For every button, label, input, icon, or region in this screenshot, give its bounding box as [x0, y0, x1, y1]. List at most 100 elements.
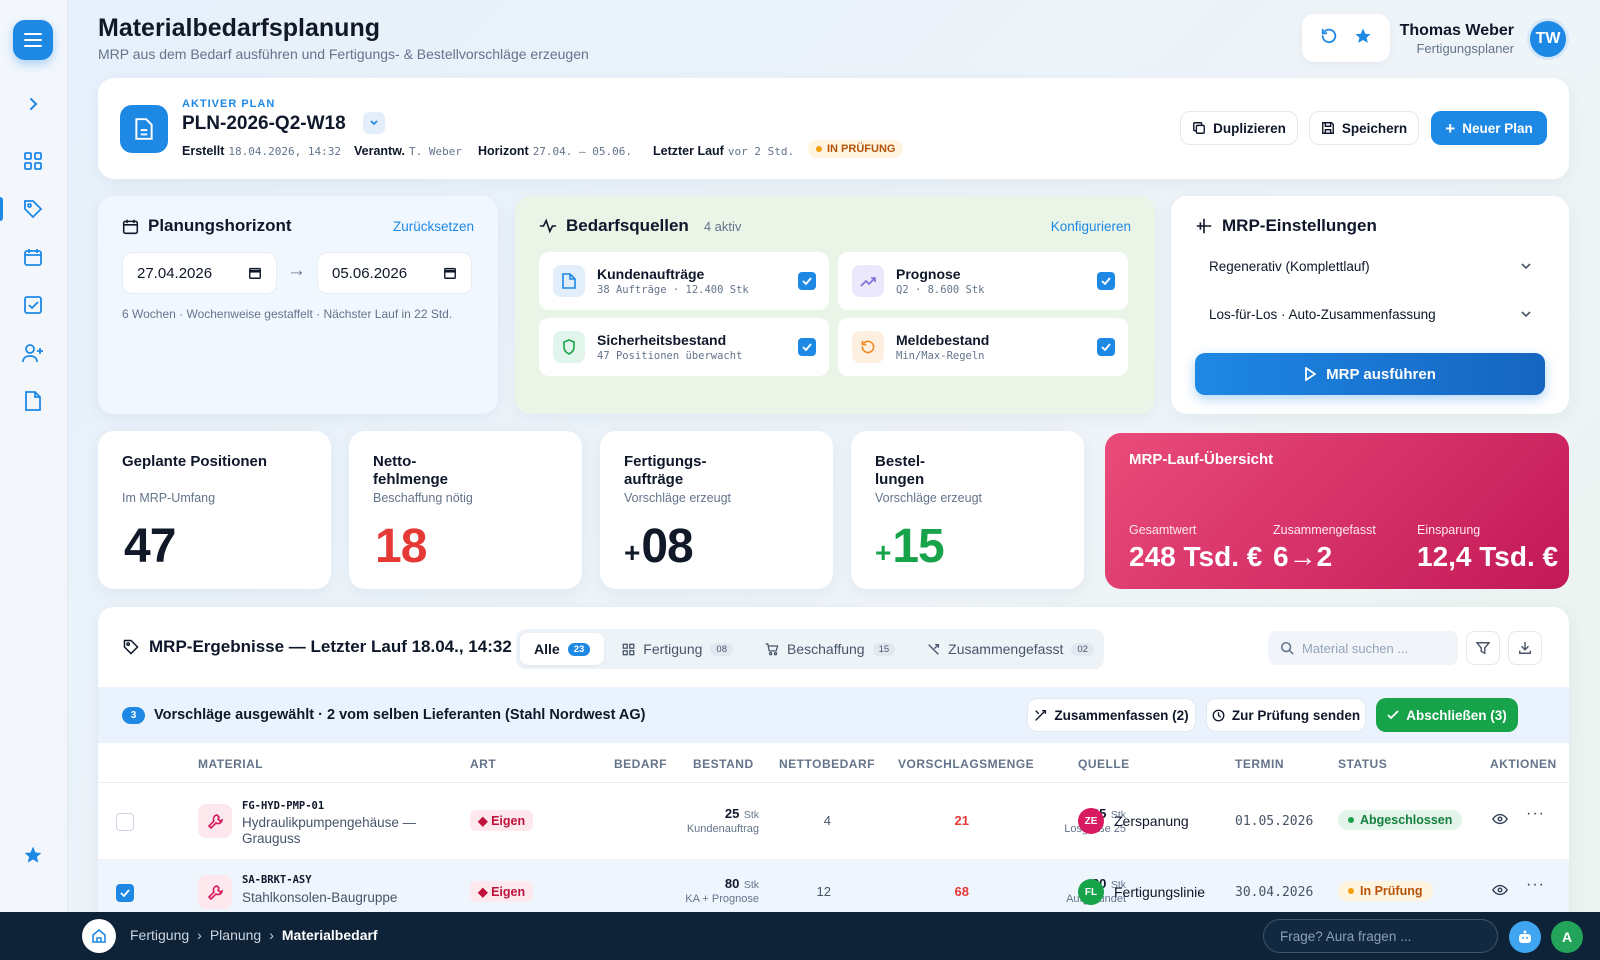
eye-icon[interactable]: [1492, 812, 1508, 830]
new-plan-button[interactable]: + Neuer Plan: [1431, 111, 1547, 145]
tag-icon[interactable]: [21, 197, 45, 221]
stock-cell: 12: [816, 884, 831, 899]
table-row[interactable]: SA-BRKT-ASY Stahlkonsolen-Baugruppe ◆ Ei…: [98, 860, 1569, 927]
breadcrumb-current: Materialbedarf: [281, 927, 378, 943]
reset-link[interactable]: Zurücksetzen: [392, 219, 474, 234]
plan-horizon: Horizont 27.04. – 05.06.: [478, 144, 633, 158]
plan-document-icon: [120, 105, 168, 153]
material-code: SA-BRKT-ASY: [242, 874, 312, 886]
more-icon[interactable]: ···: [1526, 805, 1545, 822]
clock-icon: [1212, 709, 1225, 721]
material-name: Stahlkonsolen-Baugruppe: [242, 890, 398, 905]
file-icon: [553, 265, 585, 297]
table-row[interactable]: FG-HYD-PMP-01 Hydraulikpumpengehäuse — G…: [98, 783, 1569, 860]
planning-horizon-card: Planungshorizont Zurücksetzen 27.04.2026…: [98, 196, 498, 414]
send-review-button[interactable]: Zur Prüfung senden: [1206, 698, 1366, 732]
run-mrp-button[interactable]: MRP ausführen: [1195, 353, 1545, 395]
row-checkbox-checked[interactable]: [116, 884, 134, 902]
overview-merged: 6→2: [1273, 541, 1333, 572]
selection-count: 3: [122, 707, 145, 724]
tag-icon: [123, 639, 139, 655]
configure-link[interactable]: Konfigurieren: [1050, 219, 1131, 234]
active-plan-card: AKTIVER PLAN PLN-2026-Q2-W18 Erstellt 18.…: [98, 78, 1569, 179]
checklist-icon[interactable]: [21, 293, 45, 317]
download-button[interactable]: [1508, 631, 1542, 665]
plan-owner: Verantw. T. Weber: [354, 144, 462, 158]
filter-button[interactable]: [1466, 631, 1500, 665]
plan-last-run: Letzter Lauf vor 2 Std.: [653, 144, 795, 158]
expand-chevron-icon[interactable]: [21, 92, 45, 116]
activity-icon: [539, 218, 557, 234]
type-badge: ◆ Eigen: [470, 881, 534, 902]
plan-id: PLN-2026-Q2-W18: [182, 113, 346, 134]
favorites-star-icon[interactable]: [21, 843, 45, 867]
checkbox-checked[interactable]: [798, 338, 816, 356]
menu-button[interactable]: [13, 20, 53, 60]
breadcrumb-item[interactable]: Fertigung: [130, 927, 190, 943]
tab-all[interactable]: Alle 23: [520, 633, 605, 665]
play-icon: [1305, 367, 1317, 381]
merge-button[interactable]: Zusammenfassen (2): [1027, 698, 1196, 732]
home-icon: [92, 928, 106, 943]
plan-status-badge: IN PRÜFUNG: [808, 140, 904, 158]
tab-merged[interactable]: Zusammengefasst 02: [913, 633, 1108, 665]
home-button[interactable]: [82, 919, 116, 953]
breadcrumb-item[interactable]: Planung: [209, 927, 262, 943]
kpi-purchase-orders: Bestel-lungen Vorschläge erzeugt +15: [851, 431, 1084, 589]
trend-icon: [852, 265, 884, 297]
sidebar: [0, 0, 68, 912]
account-avatar[interactable]: A: [1551, 921, 1583, 953]
mrp-mode-select[interactable]: Regenerativ (Komplettlauf): [1195, 248, 1545, 284]
kpi-value: 47: [124, 520, 176, 573]
selection-text: Vorschläge ausgewählt · 2 vom selben Lie…: [154, 707, 646, 723]
filter-icon: [1476, 642, 1490, 655]
net-demand-cell: 21: [954, 813, 969, 828]
more-icon[interactable]: ···: [1526, 876, 1545, 893]
duplicate-button[interactable]: Duplizieren: [1180, 111, 1298, 145]
user-avatar[interactable]: TW: [1527, 18, 1569, 60]
save-button[interactable]: Speichern: [1309, 111, 1419, 145]
date-from-input[interactable]: 27.04.2026: [122, 252, 277, 294]
add-user-icon[interactable]: [21, 341, 45, 365]
material-code: FG-HYD-PMP-01: [242, 800, 325, 812]
material-search-input[interactable]: Material suchen ...: [1268, 631, 1458, 665]
checkbox-checked[interactable]: [1097, 338, 1115, 356]
document-icon[interactable]: [21, 389, 45, 413]
source-name: Fertigungslinie: [1114, 884, 1206, 900]
lot-size-select[interactable]: Los-für-Los · Auto-Zusammenfassung: [1195, 296, 1545, 332]
refresh-icon[interactable]: [1320, 27, 1338, 50]
dashboard-icon[interactable]: [21, 149, 45, 173]
results-title: MRP-Ergebnisse — Letzter Lauf 18.04., 14…: [122, 637, 512, 657]
plan-dropdown-button[interactable]: [363, 112, 385, 134]
net-demand-cell: 68: [954, 884, 969, 899]
tab-production[interactable]: Fertigung 08: [608, 633, 747, 665]
plan-tag: AKTIVER PLAN: [182, 98, 276, 110]
check-icon: [1387, 710, 1399, 720]
source-customer-orders[interactable]: Kundenaufträge 38 Aufträge · 12.400 Stk: [539, 252, 829, 310]
horizon-note: 6 Wochen · Wochenweise gestaffelt · Näch…: [122, 307, 453, 321]
complete-button[interactable]: Abschließen (3): [1376, 698, 1518, 732]
star-icon[interactable]: [1354, 27, 1372, 50]
calendar-picker-icon: [444, 267, 456, 279]
kpi-value: 18: [375, 520, 427, 573]
demand-cell: 25 Stk Kundenauftrag: [686, 806, 759, 835]
assistant-bot-icon[interactable]: [1509, 921, 1541, 953]
source-reorder-point[interactable]: Meldebestand Min/Max-Regeln: [838, 318, 1128, 376]
calendar-icon[interactable]: [21, 245, 45, 269]
wrench-icon: [198, 804, 232, 838]
row-checkbox[interactable]: [116, 813, 134, 831]
demand-sources-title: Bedarfsquellen 4 aktiv: [539, 216, 741, 236]
sources-active-count: 4 aktiv: [703, 218, 742, 234]
chevron-down-icon: [1521, 311, 1531, 317]
source-forecast[interactable]: Prognose Q2 · 8.600 Stk: [838, 252, 1128, 310]
tab-procurement[interactable]: Beschaffung 15: [751, 633, 909, 665]
checkbox-checked[interactable]: [798, 272, 816, 290]
checkbox-checked[interactable]: [1097, 272, 1115, 290]
eye-icon[interactable]: [1492, 883, 1508, 901]
source-safety-stock[interactable]: Sicherheitsbestand 47 Positionen überwac…: [539, 318, 829, 376]
mrp-settings-card: MRP-Einstellungen Regenerativ (Komplettl…: [1171, 196, 1569, 414]
date-to-input[interactable]: 05.06.2026: [317, 252, 472, 294]
assistant-input[interactable]: Frage? Aura fragen ...: [1263, 919, 1498, 953]
overview-total: 248 Tsd. €: [1129, 541, 1263, 572]
sliders-icon: [1196, 218, 1212, 234]
